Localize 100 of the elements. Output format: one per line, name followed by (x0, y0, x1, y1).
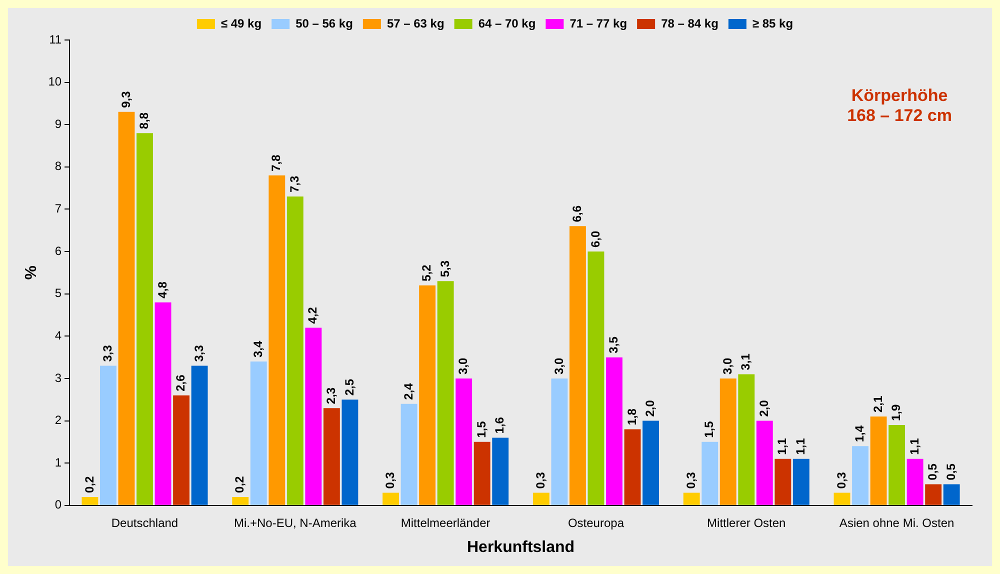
data-label: 0,2 (232, 476, 247, 493)
y-tick-label: 6 (54, 244, 62, 258)
x-tick-label: Asien ohne Mi. Osten (839, 516, 954, 530)
bar (492, 438, 509, 505)
x-tick-label: Mittelmeerländer (400, 516, 490, 530)
legend-label: 78 – 84 kg (661, 16, 718, 30)
data-label: 3,3 (192, 344, 206, 362)
data-label: 2,6 (174, 374, 188, 392)
data-label: 1,1 (793, 438, 808, 455)
legend-label: 64 – 70 kg (478, 16, 536, 30)
bar (305, 328, 322, 505)
data-label: 5,2 (420, 264, 434, 282)
data-label: 7,3 (287, 176, 302, 193)
data-label: 2,1 (870, 396, 885, 413)
bar (82, 496, 98, 505)
y-tick-label: 1 (54, 455, 62, 470)
y-tick-label: 5 (54, 286, 62, 300)
data-label: 1,5 (474, 420, 488, 438)
y-tick-label: 3 (54, 370, 62, 385)
data-label: 0,3 (383, 472, 398, 489)
bar (136, 133, 153, 505)
data-label: 1,8 (624, 408, 639, 426)
legend-label: ≤ 49 kg (220, 16, 262, 30)
data-label: 4,2 (306, 306, 320, 324)
legend-label: 71 – 77 kg (570, 16, 628, 30)
annotation: Körperhöhe 168 – 172 cm (847, 86, 952, 126)
data-label: 0,5 (944, 463, 958, 480)
y-tick-label: 10 (48, 74, 62, 89)
data-label: 3,1 (738, 353, 753, 370)
bar (906, 458, 924, 505)
legend-label: ≥ 85 kg (752, 16, 794, 30)
bar (702, 442, 718, 505)
bar (532, 492, 550, 505)
bar (943, 484, 960, 505)
y-axis-title: % (23, 266, 40, 280)
x-tick-label: Deutschland (111, 516, 178, 530)
data-label: 0,5 (926, 463, 940, 480)
data-label: 1,4 (852, 425, 867, 442)
bar (250, 362, 267, 505)
y-tick-label: 8 (54, 159, 62, 174)
data-label: 3,5 (606, 336, 621, 354)
x-tick-label: Osteuropa (568, 516, 624, 530)
bar (100, 366, 116, 505)
y-tick-label: 11 (49, 32, 62, 46)
x-tick-label: Mi.+No-EU, N-Amerika (234, 516, 357, 530)
bar (474, 442, 490, 505)
bar (569, 226, 586, 505)
bar (118, 112, 135, 505)
legend-label: 57 – 63 kg (386, 16, 444, 30)
data-label: 8,8 (137, 112, 152, 130)
data-label: 3,0 (456, 357, 470, 374)
x-axis-title: Herkunftsland (466, 538, 575, 556)
bar (456, 378, 472, 505)
data-label: 0,2 (82, 476, 96, 493)
bar (382, 492, 399, 505)
data-label: 0,3 (534, 472, 548, 489)
bar (642, 420, 659, 505)
y-tick-label: 2 (54, 413, 62, 428)
data-label: 2,4 (401, 382, 416, 400)
y-tick-label: 4 (54, 328, 62, 342)
legend-label: 50 – 56 kg (296, 16, 353, 30)
y-tick-label: 0 (54, 498, 62, 512)
bar (683, 492, 700, 505)
data-label: 2,3 (324, 387, 338, 404)
bar (173, 395, 190, 505)
bar (792, 458, 810, 505)
bar (419, 285, 436, 505)
data-label: 7,8 (269, 154, 284, 172)
bar (624, 429, 641, 505)
y-tick-label: 9 (54, 116, 62, 131)
data-label: 6,0 (588, 230, 602, 248)
bar (756, 420, 773, 505)
bar (268, 175, 286, 505)
bar (870, 416, 887, 505)
bar (888, 425, 906, 505)
data-label: 0,3 (684, 472, 698, 489)
data-label: 1,5 (702, 420, 716, 438)
data-label: 3,3 (100, 344, 115, 362)
bar (323, 408, 340, 505)
bar (154, 302, 172, 505)
bar (606, 357, 622, 505)
data-label: 9,3 (118, 90, 133, 108)
bar (588, 252, 604, 505)
bar (852, 446, 868, 505)
bar (834, 492, 850, 505)
data-label: 2,0 (643, 400, 658, 417)
data-label: 2,5 (342, 378, 356, 396)
bar (400, 404, 418, 505)
bar (774, 458, 792, 505)
bar (286, 196, 304, 505)
data-label: 3,0 (552, 357, 566, 374)
data-label: 3,0 (720, 357, 734, 374)
data-label: 1,1 (775, 438, 790, 455)
bar (437, 281, 454, 505)
x-tick-label: Mittlerer Osten (707, 516, 786, 530)
data-label: 5,3 (438, 260, 452, 278)
data-label: 1,6 (492, 416, 507, 434)
y-tick-label: 7 (54, 202, 62, 216)
bar (342, 400, 358, 505)
data-label: 2,0 (756, 400, 771, 417)
